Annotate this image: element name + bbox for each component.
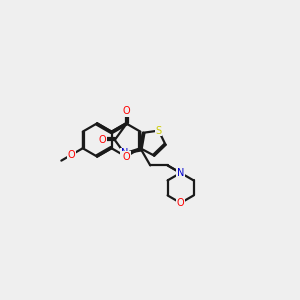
Text: O: O [122, 106, 130, 116]
Text: O: O [177, 198, 184, 208]
Text: S: S [156, 126, 162, 136]
Text: N: N [177, 168, 184, 178]
Text: O: O [99, 135, 106, 145]
Text: O: O [177, 198, 184, 208]
Text: O: O [122, 152, 130, 162]
Text: O: O [68, 150, 76, 160]
Text: N: N [121, 148, 128, 158]
